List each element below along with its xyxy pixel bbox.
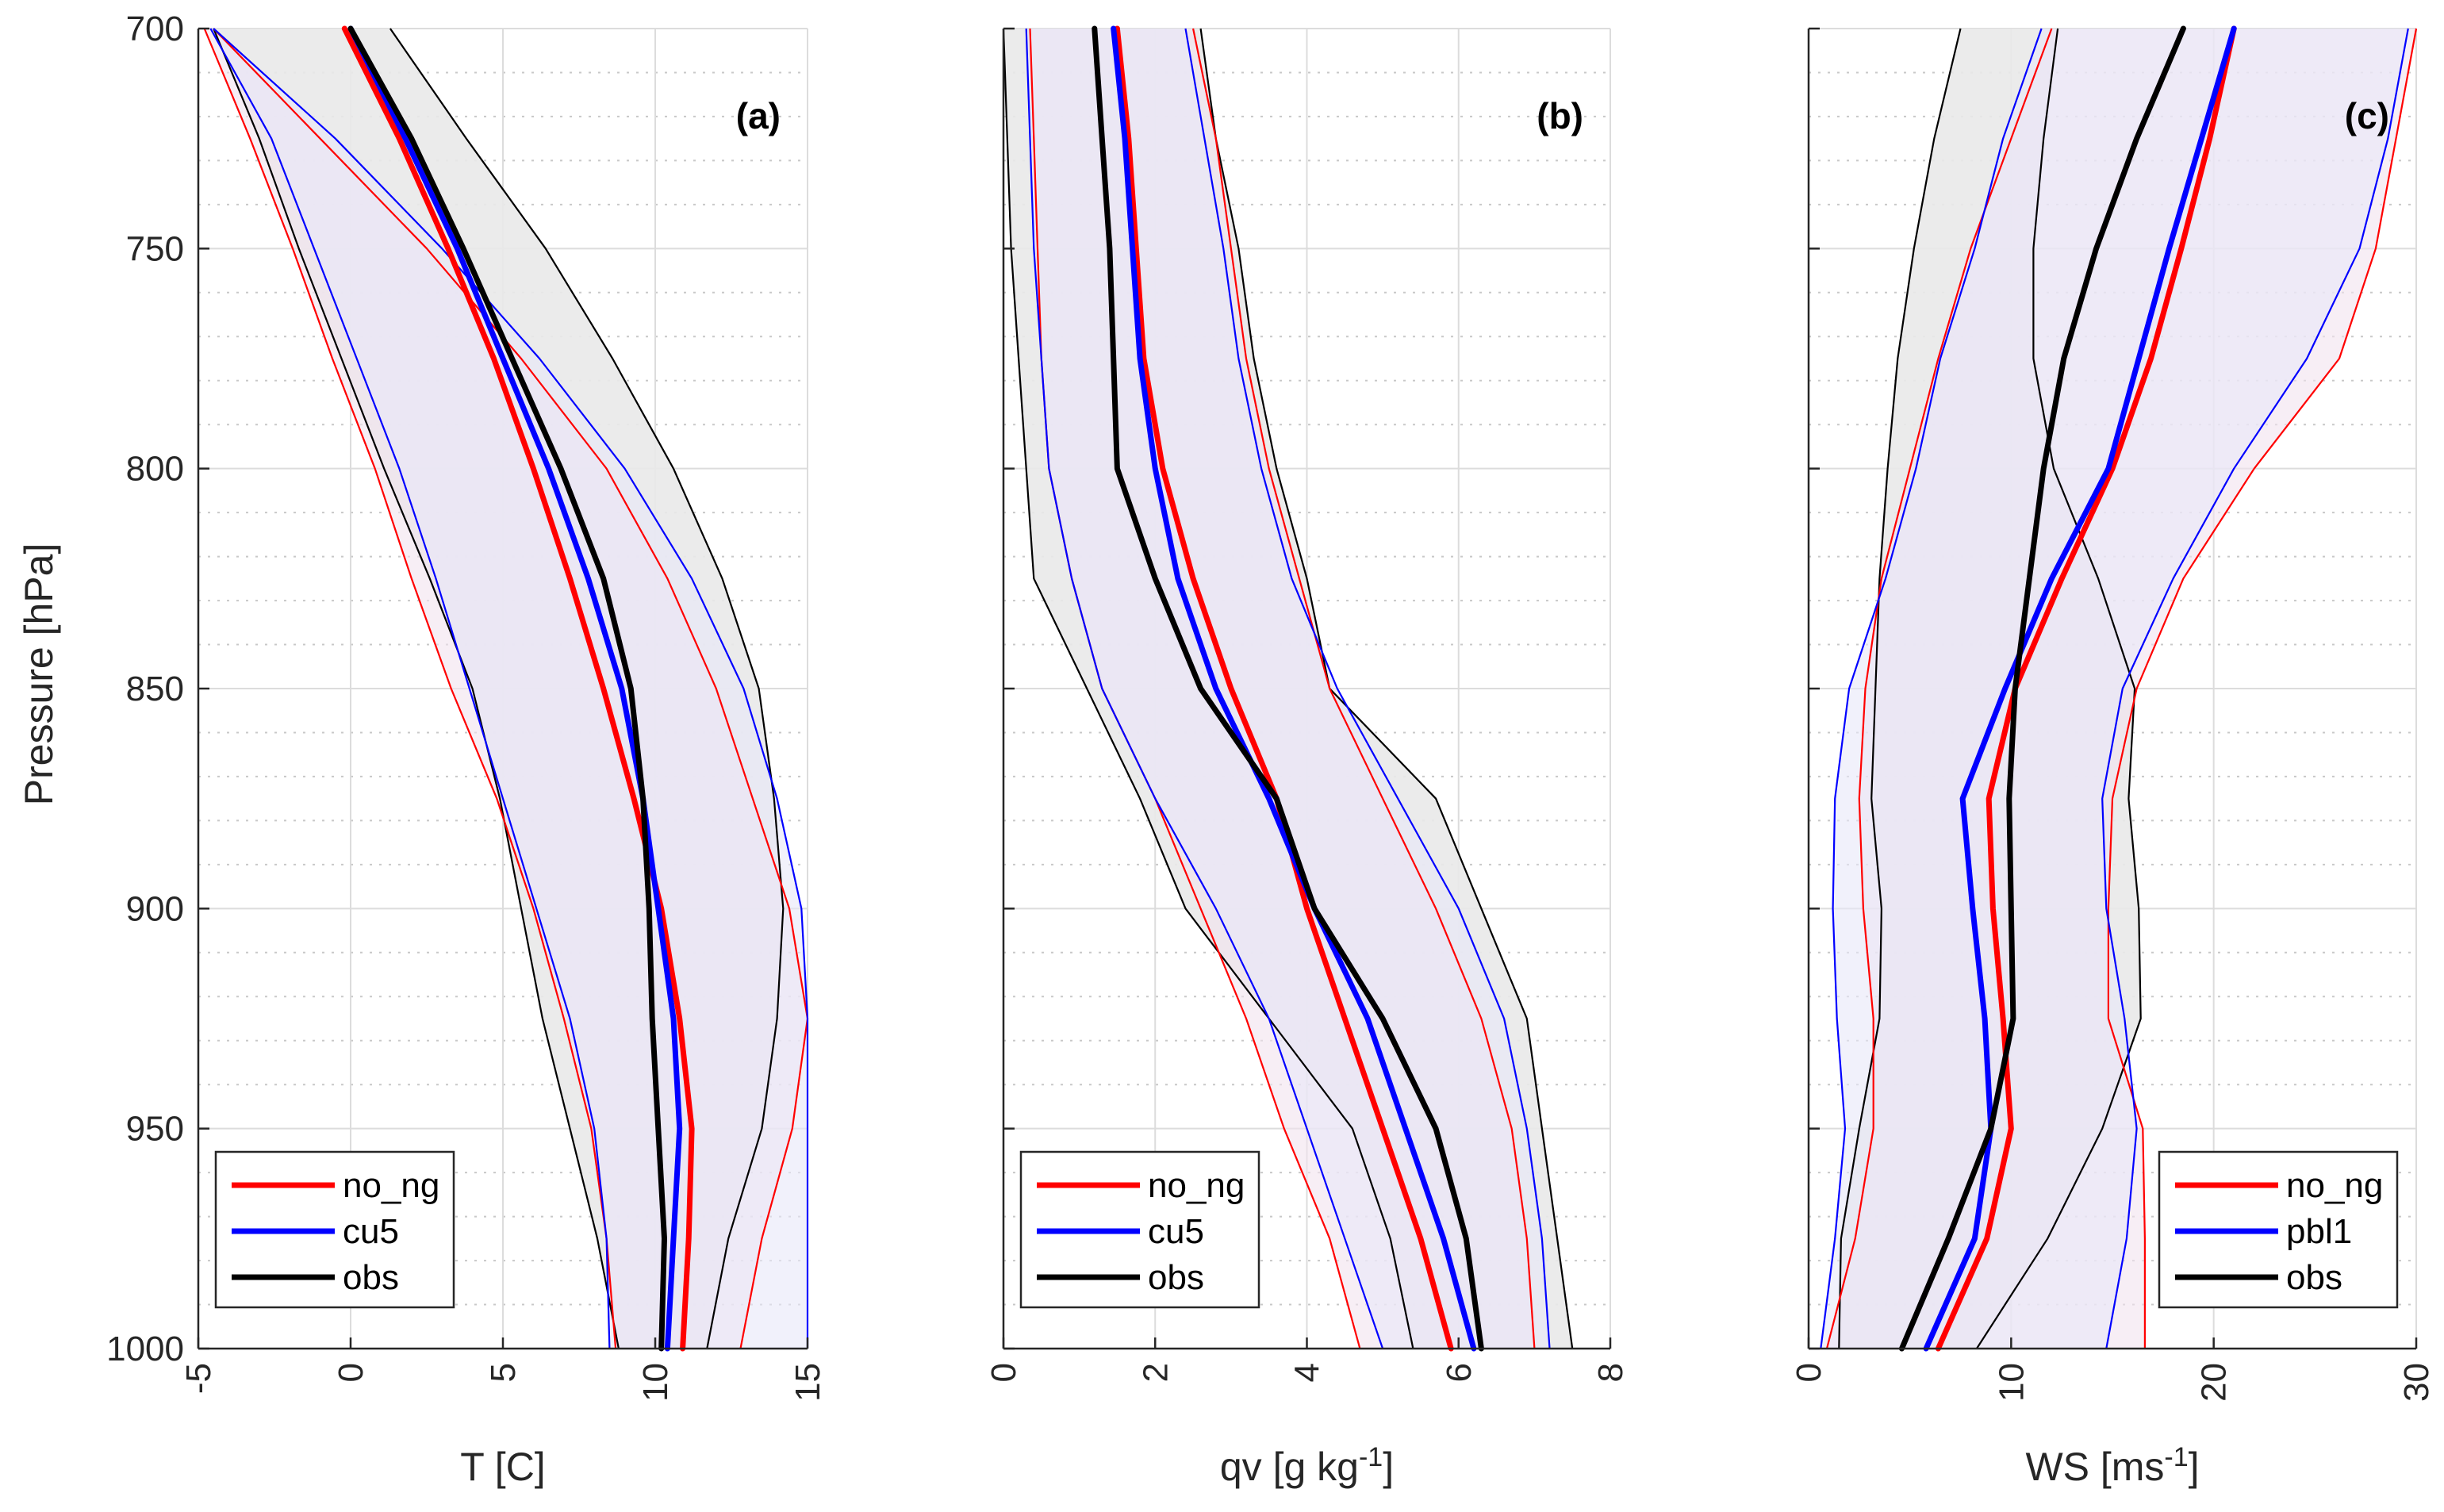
y-tick-label: 950: [126, 1110, 184, 1149]
x-tick-label: 0: [1790, 1363, 1828, 1382]
mean-line-cu5: [1111, 25, 1477, 1352]
y-tick-label: 900: [126, 889, 184, 928]
mean-line-obs: [1899, 25, 2186, 1352]
upper-bound-line-obs: [389, 28, 785, 1349]
lower-bound-line-no-ng: [203, 28, 617, 1349]
x-tick-label: 0: [984, 1363, 1023, 1382]
y-tick-label: 850: [126, 670, 184, 708]
legend-label-no-ng: no_ng: [343, 1166, 439, 1205]
mean-line-obs: [347, 25, 667, 1352]
y-tick-label: 750: [126, 229, 184, 268]
legend-label-cu5: cu5: [1148, 1212, 1204, 1251]
x-axis-title: WS [ms-1]: [2025, 1442, 2199, 1489]
panel-humidity: 0 2 4 6 8 (b) qv [g kg-1] no_ng cu5 obs: [984, 25, 1630, 1489]
panel-axes: [1002, 27, 1612, 1350]
mean-line-no-ng: [341, 25, 695, 1352]
series-lines: [1002, 25, 1574, 1352]
x-tick-label: 30: [2397, 1363, 2436, 1402]
legend-label-no-ng: no_ng: [2286, 1166, 2383, 1205]
x-axis-title-close: ]: [2189, 1445, 2200, 1489]
x-tick-labels: 0 2 4 6 8: [984, 1363, 1630, 1382]
y-tick-label: 700: [126, 10, 184, 48]
series-lines: [1820, 25, 2418, 1352]
lower-bound-line-cu5: [209, 28, 611, 1349]
panel-wind-speed: 0 10 20 30 (c) WS [ms-1] no_ng pbl1 obs: [1790, 25, 2436, 1489]
upper-bound-line-cu5: [1184, 28, 1551, 1349]
x-axis-title-text: T [C]: [460, 1445, 545, 1489]
lower-bound-line-no-ng: [1825, 28, 2053, 1349]
x-tick-label: 10: [1992, 1363, 2031, 1402]
lower-bound-line-pbl1: [1820, 28, 2043, 1349]
panel-axes: [1807, 27, 2418, 1350]
x-tick-label: 20: [2195, 1363, 2234, 1402]
series-lines: [203, 25, 809, 1352]
mean-line-cu5: [347, 25, 683, 1352]
x-tick-label: -5: [179, 1363, 218, 1394]
upper-bound-line-no-ng: [2107, 28, 2418, 1349]
x-axis-title: qv [g kg-1]: [1220, 1442, 1394, 1489]
x-tick-labels: -5 0 5 10 15: [179, 1363, 827, 1402]
panel-label: (c): [2345, 95, 2389, 136]
x-tick-label: 8: [1591, 1363, 1630, 1382]
x-tick-label: 6: [1440, 1363, 1479, 1382]
lower-bound-line-obs: [1838, 28, 1962, 1349]
panel-temperature: -5 0 5 10 15 700 750 800 850 900 950 1000 (a) T [C…: [106, 10, 827, 1489]
lower-bound-line-obs: [213, 28, 620, 1349]
legend-label-cu5: cu5: [343, 1212, 399, 1251]
mean-line-no-ng: [1114, 25, 1454, 1352]
upper-bound-line-no-ng: [1192, 28, 1536, 1349]
panel-axes: [197, 27, 809, 1350]
upper-bound-line-obs: [1975, 28, 2142, 1349]
upper-bound-line-cu5: [213, 28, 809, 1349]
spread-bands: [1821, 29, 2416, 1349]
x-axis-title-superscript: -1: [2164, 1442, 2188, 1472]
legend-label-obs: obs: [1148, 1258, 1204, 1297]
x-tick-label: 10: [636, 1363, 675, 1402]
x-tick-label: 2: [1136, 1363, 1175, 1382]
y-tick-label: 800: [126, 450, 184, 489]
x-axis-title: T [C]: [460, 1445, 545, 1489]
legend-label-obs: obs: [343, 1258, 399, 1297]
legend-label-obs: obs: [2286, 1258, 2342, 1297]
legend-label-pbl1: pbl1: [2286, 1212, 2352, 1251]
x-tick-label: 4: [1288, 1363, 1327, 1382]
spread-band-cu5: [210, 29, 808, 1349]
spread-band-cu5: [1026, 29, 1550, 1349]
upper-bound-line-no-ng: [213, 28, 809, 1349]
y-axis-title: Pressure [hPa]: [17, 543, 61, 806]
x-axis-title-text: qv [g kg: [1220, 1445, 1359, 1489]
x-tick-label: 15: [788, 1363, 827, 1402]
x-axis-title-superscript: -1: [1359, 1442, 1383, 1472]
lower-bound-line-cu5: [1025, 28, 1384, 1349]
x-tick-labels: 0 10 20 30: [1790, 1363, 2436, 1402]
x-tick-label: 0: [332, 1363, 370, 1382]
x-axis-title-close: ]: [1383, 1445, 1394, 1489]
panel-label: (b): [1537, 95, 1583, 136]
legend: no_ng cu5 obs: [1019, 1150, 1260, 1309]
y-tick-label: 1000: [106, 1330, 184, 1368]
x-tick-label: 5: [484, 1363, 523, 1382]
y-tick-labels: 700 750 800 850 900 950 1000: [106, 10, 184, 1368]
upper-bound-line-pbl1: [2101, 28, 2409, 1349]
legend: no_ng cu5 obs: [214, 1150, 455, 1309]
mean-line-obs: [1092, 25, 1484, 1352]
spread-band-pbl1: [1821, 29, 2408, 1349]
panel-label: (a): [736, 95, 781, 136]
legend-label-no-ng: no_ng: [1148, 1166, 1245, 1205]
x-axis-title-text: WS [ms: [2025, 1445, 2164, 1489]
legend: no_ng pbl1 obs: [2158, 1150, 2399, 1309]
